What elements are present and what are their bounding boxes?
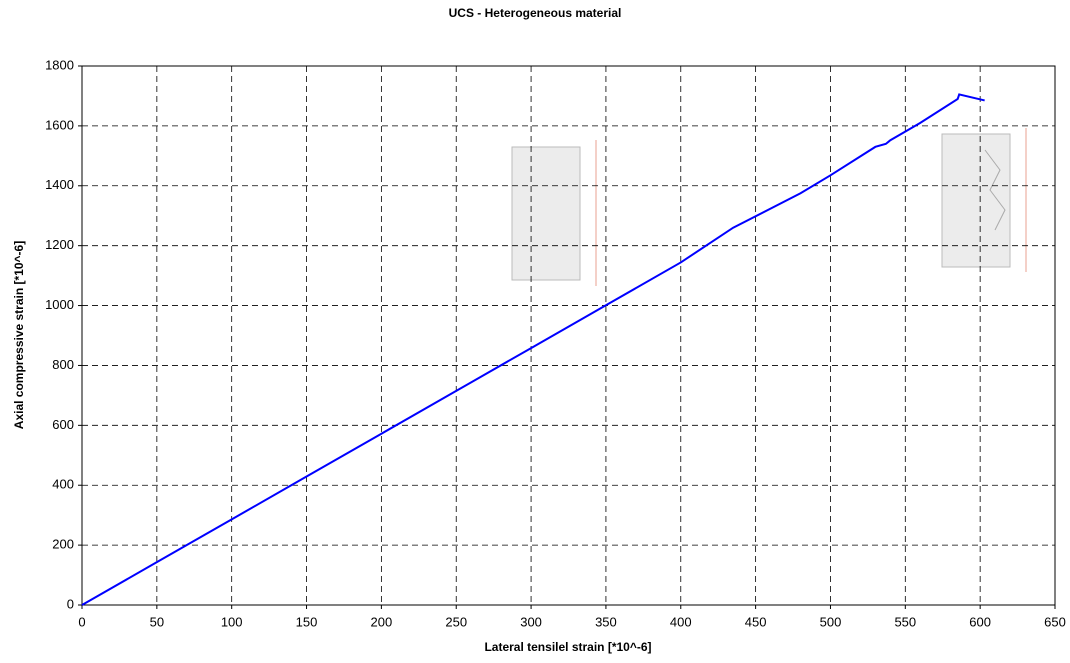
y-tick-label: 400	[52, 477, 74, 492]
x-tick-label: 250	[445, 614, 467, 629]
x-tick-label: 600	[969, 614, 991, 629]
x-tick-label: 50	[150, 614, 164, 629]
y-tick-label: 200	[52, 537, 74, 552]
specimen-image-2	[941, 128, 1027, 272]
x-tick-label: 450	[745, 614, 767, 629]
y-tick-label: 1600	[45, 117, 74, 132]
x-tick-label: 150	[296, 614, 318, 629]
y-axis-label: Axial compressive strain [*10^-6]	[12, 241, 26, 429]
plot-frame	[81, 65, 1056, 606]
y-tick-label: 1800	[45, 57, 74, 72]
x-tick-label: 200	[371, 614, 393, 629]
x-tick-label: 350	[595, 614, 617, 629]
y-tick-label: 1400	[45, 177, 74, 192]
y-tick-label: 800	[52, 357, 74, 372]
x-axis-label: Lateral tensilel strain [*10^-6]	[484, 640, 651, 654]
y-tick-label: 600	[52, 417, 74, 432]
x-tick-label: 650	[1044, 614, 1066, 629]
x-tick-label: 0	[78, 614, 85, 629]
specimen-image-1	[511, 140, 597, 286]
x-tick-label: 300	[520, 614, 542, 629]
y-tick-label: 1000	[45, 297, 74, 312]
x-tick-label: 550	[894, 614, 916, 629]
y-tick-label: 0	[67, 596, 74, 611]
x-tick-label: 500	[820, 614, 842, 629]
x-tick-label: 100	[221, 614, 243, 629]
data-line	[81, 93, 985, 606]
chart-title: UCS - Heterogeneous material	[449, 6, 622, 20]
y-tick-label: 1200	[45, 237, 74, 252]
x-tick-label: 400	[670, 614, 692, 629]
